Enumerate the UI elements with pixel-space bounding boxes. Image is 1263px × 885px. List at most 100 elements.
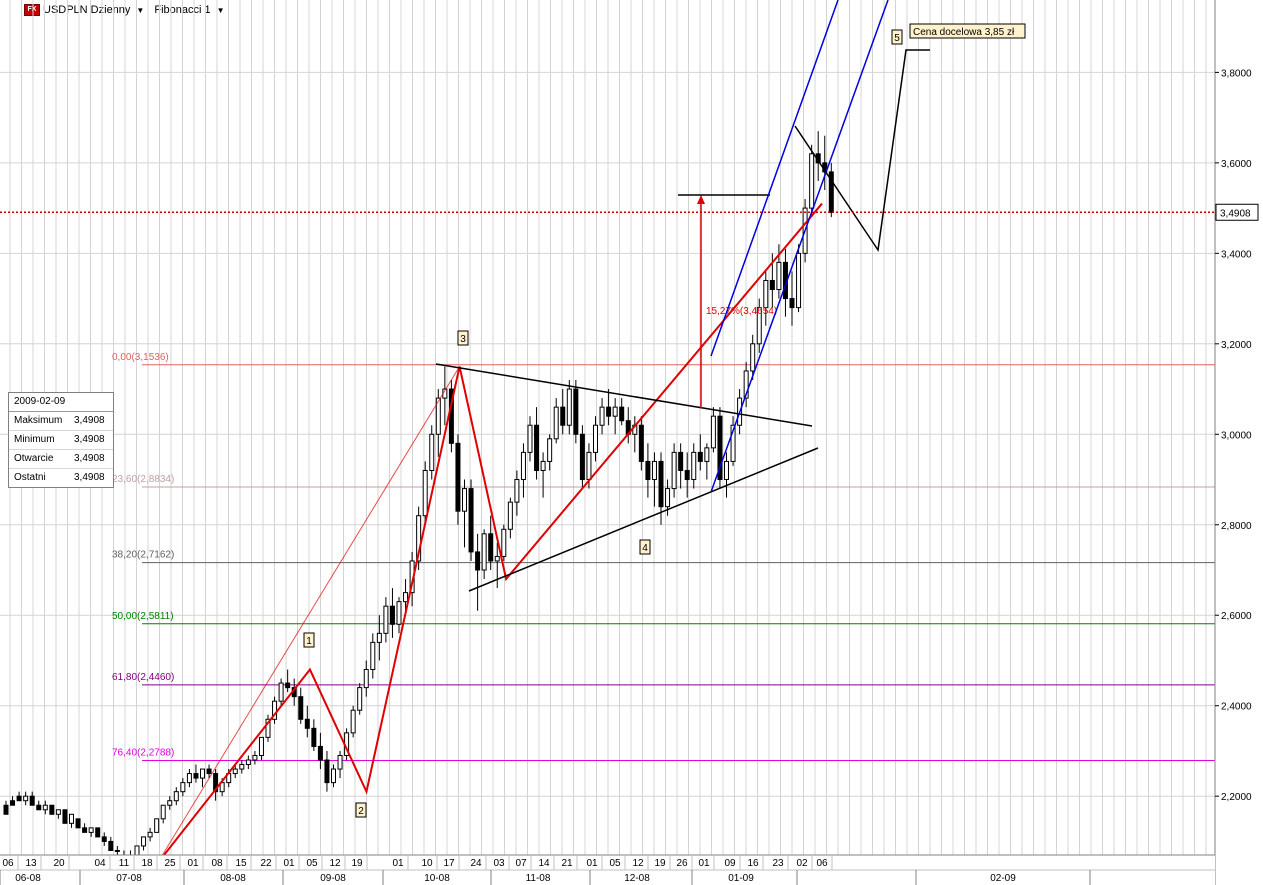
price-tick-label: 2,8000 <box>1221 521 1252 532</box>
candle-body <box>422 469 428 517</box>
info-value: 3,4908 <box>74 472 105 483</box>
candle-body <box>756 307 762 345</box>
symbol-selector[interactable]: USDPLN Dzienny <box>43 4 131 16</box>
candle-body <box>658 460 664 508</box>
candle-body <box>167 800 173 806</box>
candle-body <box>285 682 291 689</box>
candle-body <box>763 279 769 309</box>
month-label: 09-08 <box>320 873 346 884</box>
info-value: 3,4908 <box>74 415 105 426</box>
candle-body <box>206 768 212 775</box>
ohlc-info-box: 2009-02-09 Maksimum 3,4908 Minimum 3,490… <box>8 392 114 488</box>
candle-body <box>684 469 690 481</box>
wave-labels: 1 2 3 4 5 Cena docelowa 3,85 zł <box>303 23 1026 818</box>
candle-body <box>501 528 507 557</box>
candle-body <box>357 687 363 711</box>
chevron-down-icon[interactable]: ▼ <box>136 5 145 15</box>
candle-body <box>527 424 533 453</box>
time-axis: 06 13 20 04 11 18 25 01 08 15 22 01 05 12 19 01 10 17 24 03… <box>0 854 1215 885</box>
candle-body <box>468 488 474 553</box>
day-label: 25 <box>164 858 176 869</box>
drawing-tools: 15,27%(3,4654) <box>0 0 1215 865</box>
candle-body <box>383 605 389 634</box>
day-label: 05 <box>306 858 318 869</box>
day-label: 01 <box>187 858 199 869</box>
candle-body <box>520 451 526 481</box>
day-label: 13 <box>25 858 37 869</box>
candle-body <box>298 696 304 720</box>
info-value: 3,4908 <box>74 434 105 445</box>
price-tick-label: 3,8000 <box>1221 68 1252 79</box>
month-label: 07-08 <box>116 873 142 884</box>
day-label: 17 <box>443 858 455 869</box>
info-label: Otwarcie <box>14 453 54 464</box>
day-label: 19 <box>351 858 363 869</box>
candle-body <box>560 406 566 426</box>
day-label: 05 <box>609 858 621 869</box>
candle-body <box>252 754 258 761</box>
candle-body <box>3 804 9 815</box>
candle-body <box>245 759 251 766</box>
candle-body <box>599 406 605 426</box>
wave-label: 3 <box>460 334 466 345</box>
candle-body <box>186 773 192 784</box>
candle-body <box>258 736 264 756</box>
day-label: 14 <box>538 858 550 869</box>
candle-body <box>232 768 238 775</box>
day-label: 02 <box>796 858 808 869</box>
chart-toolbar: FX USDPLN Dzienny ▼ Fibonacci 1 ▼ <box>24 3 239 17</box>
chevron-down-icon[interactable]: ▼ <box>216 5 225 15</box>
month-label: 10-08 <box>424 873 450 884</box>
candle-body <box>534 424 540 471</box>
day-label: 22 <box>260 858 272 869</box>
candle-body <box>704 447 710 462</box>
wave-label-box <box>457 330 469 346</box>
day-label: 15 <box>235 858 247 869</box>
day-label: 18 <box>141 858 153 869</box>
candle-body <box>416 515 422 562</box>
candle-body <box>370 641 376 671</box>
candle-body <box>579 433 585 481</box>
wave-label-box <box>891 29 903 45</box>
candle-body <box>789 298 795 309</box>
fib-level-label: 50,00(2,5811) <box>112 611 174 622</box>
candle-body <box>494 555 500 562</box>
price-tick-label: 3,0000 <box>1221 430 1252 441</box>
day-label: 09 <box>724 858 736 869</box>
day-label: 21 <box>561 858 573 869</box>
last-price-box <box>1215 203 1259 221</box>
candle-body <box>691 451 697 481</box>
channel-upper-line <box>710 0 839 357</box>
candle-body <box>272 700 278 720</box>
candle-body <box>337 754 343 770</box>
candle-body <box>429 433 435 471</box>
candle-body <box>612 406 618 417</box>
candle-body <box>101 836 107 842</box>
candle-body <box>49 804 55 815</box>
fib-level-label: 38,20(2,7162) <box>112 550 174 561</box>
candle-body <box>82 827 88 833</box>
candle-body <box>154 818 160 833</box>
candle-body <box>396 601 402 625</box>
day-label: 12 <box>632 858 644 869</box>
day-label: 01 <box>283 858 295 869</box>
fib-level-label: 23,60(2,8834) <box>112 474 174 485</box>
candle-body <box>265 718 271 738</box>
candle-body <box>141 836 147 847</box>
candle-body <box>200 768 205 779</box>
fx-icon: FX <box>24 4 40 16</box>
candle-body <box>350 709 356 734</box>
candle-body <box>95 827 101 838</box>
info-label: Minimum <box>14 434 55 445</box>
candle-body <box>75 818 81 829</box>
candle-body <box>36 804 42 811</box>
candle-body <box>324 759 330 784</box>
wave-label-box <box>303 632 315 648</box>
candle-body <box>514 479 520 503</box>
price-tick-label: 2,6000 <box>1221 611 1252 622</box>
candle-body <box>376 632 382 643</box>
price-axis: 3,8000 3,6000 3,4000 3,2000 3,0000 2,8000 2,60… <box>1214 0 1263 885</box>
wave-label: 1 <box>306 636 312 647</box>
day-label: 26 <box>676 858 688 869</box>
